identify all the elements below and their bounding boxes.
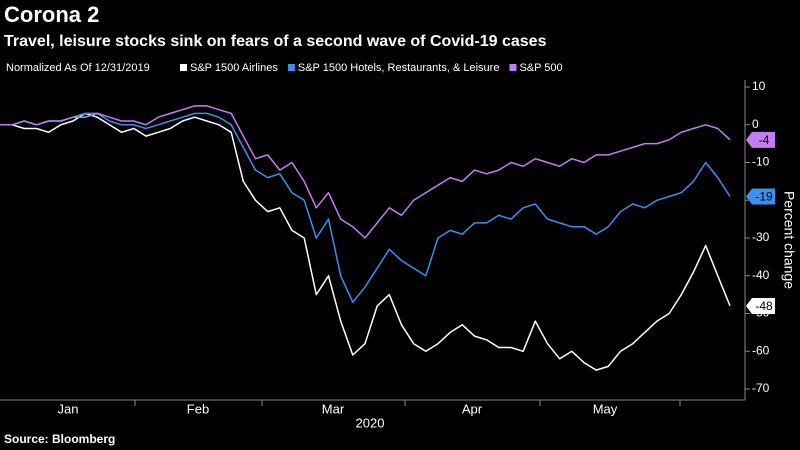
- x-tick-label: Feb: [187, 401, 209, 416]
- legend-note: Normalized As Of 12/31/2019: [6, 62, 150, 74]
- legend-swatch: [287, 64, 295, 71]
- last-value-tag: [746, 131, 775, 148]
- legend-label: S&P 1500 Airlines: [190, 62, 278, 74]
- last-value-tag: [746, 297, 775, 314]
- last-value-label: -4: [759, 133, 770, 147]
- source: Source: Bloomberg: [4, 432, 115, 446]
- line-series: [0, 105, 731, 239]
- y-tick-label: -60: [752, 343, 770, 357]
- chart-subtitle: Travel, leisure stocks sink on fears of …: [4, 33, 547, 50]
- legend-label: S&P 1500 Hotels, Restaurants, & Leisure: [298, 62, 500, 74]
- y-tick-label: -40: [752, 268, 770, 282]
- x-tick-label: Apr: [462, 401, 483, 416]
- last-value-label: -48: [755, 299, 773, 313]
- line-series: [0, 112, 731, 371]
- x-tick-label: Mar: [322, 401, 345, 416]
- y-tick-label: -70: [752, 381, 770, 395]
- y-tick-label: -30: [752, 230, 770, 244]
- last-value-tag: [746, 188, 775, 205]
- x-axis-label: 2020: [356, 415, 385, 430]
- month-dividers: [134, 400, 681, 406]
- chart-title: Corona 2: [4, 2, 99, 27]
- line-series: [0, 112, 731, 303]
- legend-label: S&P 500: [519, 62, 562, 74]
- y-tick-label: -10: [752, 155, 770, 169]
- y-axis-label: Percent change: [781, 191, 797, 289]
- last-value-label: -19: [755, 190, 773, 204]
- y-tick-label: 0: [752, 117, 759, 131]
- legend-swatch: [509, 64, 517, 71]
- y-tick-label: 10: [752, 79, 766, 93]
- x-tick-label: May: [593, 401, 618, 416]
- x-tick-label: Jan: [58, 401, 79, 416]
- legend-swatch: [180, 64, 187, 71]
